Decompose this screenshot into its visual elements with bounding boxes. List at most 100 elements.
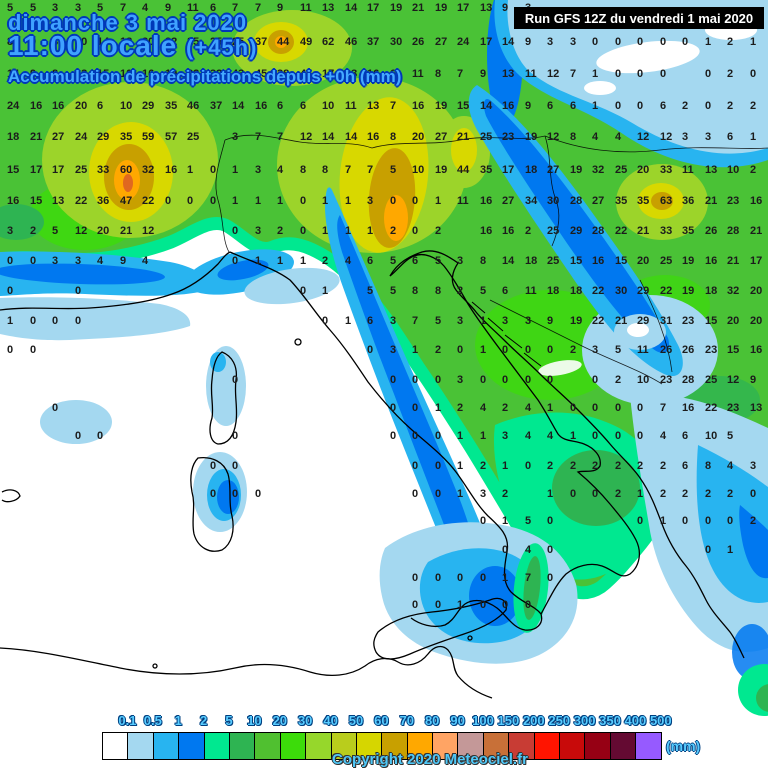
grid-value: 2 [570,344,577,356]
grid-value: 0 [435,488,442,500]
grid-value: 1 [502,460,509,472]
grid-value: 25 [210,36,223,48]
grid-value: 9 [502,2,509,14]
legend: 0.1 0.5 1 2 5 10 20 30 40 50 60 70 80 90 100 150 200 250 3… [0,705,768,768]
grid-value: 0 [637,36,644,48]
grid-value: 8 [7,36,14,48]
grid-value: 9 [30,68,37,80]
grid-value: 27 [547,164,560,176]
grid-value: 16 [705,255,718,267]
grid-value: 30 [547,195,560,207]
grid-value: 0 [705,68,712,80]
grid-value: 0 [615,402,622,414]
legend-tick-label: 20 [272,713,288,728]
legend-unit-label: (mm) [666,738,701,754]
grid-value: 3 [255,225,262,237]
legend-swatch [306,733,332,759]
forecast-offset: (+45h) [186,35,258,60]
grid-value: 45 [255,68,268,80]
grid-value: 5 [615,344,622,356]
grid-value: 0 [525,374,532,386]
grid-value: 15 [7,164,20,176]
grid-value: 1 [592,100,599,112]
grid-value: 1 [547,402,554,414]
grid-value: 22 [592,315,605,327]
grid-value: 0 [30,255,37,267]
precip-brightgreen [475,290,625,400]
grid-value: 10 [322,100,335,112]
grid-value: 12 [547,131,560,143]
grid-value: 0 [547,344,554,356]
legend-tick-label: 40 [323,713,338,728]
grid-value: 26 [660,344,673,356]
legend-tick-label: 0.1 [118,713,137,728]
grid-value: 0 [502,599,509,611]
grid-value: 0 [480,515,487,527]
grid-value: 18 [525,164,538,176]
grid-value: 0 [705,515,712,527]
grid-value: 2 [502,402,509,414]
grid-value: 5 [367,285,374,297]
grid-value: 22 [660,285,673,297]
grid-value: 0 [412,430,419,442]
grid-value: 8 [435,68,442,80]
grid-value: 1 [480,344,487,356]
grid-value: 0 [210,195,217,207]
grid-value: 16 [682,402,695,414]
grid-value: 0 [592,430,599,442]
grid-value: 6 [210,2,217,14]
grid-value: 2 [457,402,464,414]
grid-value: 0 [75,285,82,297]
grid-value: 1 [322,195,329,207]
grid-value: 26 [682,344,695,356]
grid-value: 0 [390,374,397,386]
grid-value: 16 [255,100,268,112]
grid-value: 0 [165,195,172,207]
grid-value: 1 [457,460,464,472]
grid-value: 13 [52,195,65,207]
grid-value: 14 [232,100,245,112]
grid-value: 24 [7,100,20,112]
grid-value: 19 [435,100,448,112]
grid-value: 60 [120,164,133,176]
grid-value: 11 [345,100,357,112]
grid-value: 25 [480,131,493,143]
grid-value: 7 [345,164,352,176]
grid-value: 14 [7,68,20,80]
legend-swatch [509,733,535,759]
grid-value: 25 [187,36,200,48]
grid-value: 16 [7,195,20,207]
grid-value: 3 [480,488,487,500]
grid-value: 3 [75,2,82,14]
grid-value: 11 [300,2,312,14]
grid-value: 2 [682,488,689,500]
grid-value: 35 [615,195,628,207]
legend-swatch [382,733,408,759]
country-borders [215,134,768,385]
grid-value: 38 [277,68,290,80]
grid-value: 28 [727,225,740,237]
grid-value: 0 [457,344,464,356]
grid-value: 7 [232,2,239,14]
grid-value: 1 [322,225,329,237]
grid-value: 18 [525,255,538,267]
grid-value: 0 [7,255,14,267]
grid-value: 8 [435,285,442,297]
grid-value: 3 [52,255,59,267]
grid-value: 18 [7,131,20,143]
grid-value: 10 [637,374,650,386]
grid-value: 15 [615,255,628,267]
grid-value: 0 [457,572,464,584]
grid-value: 15 [727,344,740,356]
grid-value: 2 [750,515,757,527]
grid-value: 1 [750,36,757,48]
grid-value: 0 [727,515,734,527]
grid-value: 35 [682,225,695,237]
grid-value: 2 [277,225,284,237]
grid-value: 3 [457,255,464,267]
grid-value: 12 [727,374,740,386]
grid-value: 15 [457,100,470,112]
grid-value: 11 [412,68,424,80]
grid-value: 16 [750,344,763,356]
